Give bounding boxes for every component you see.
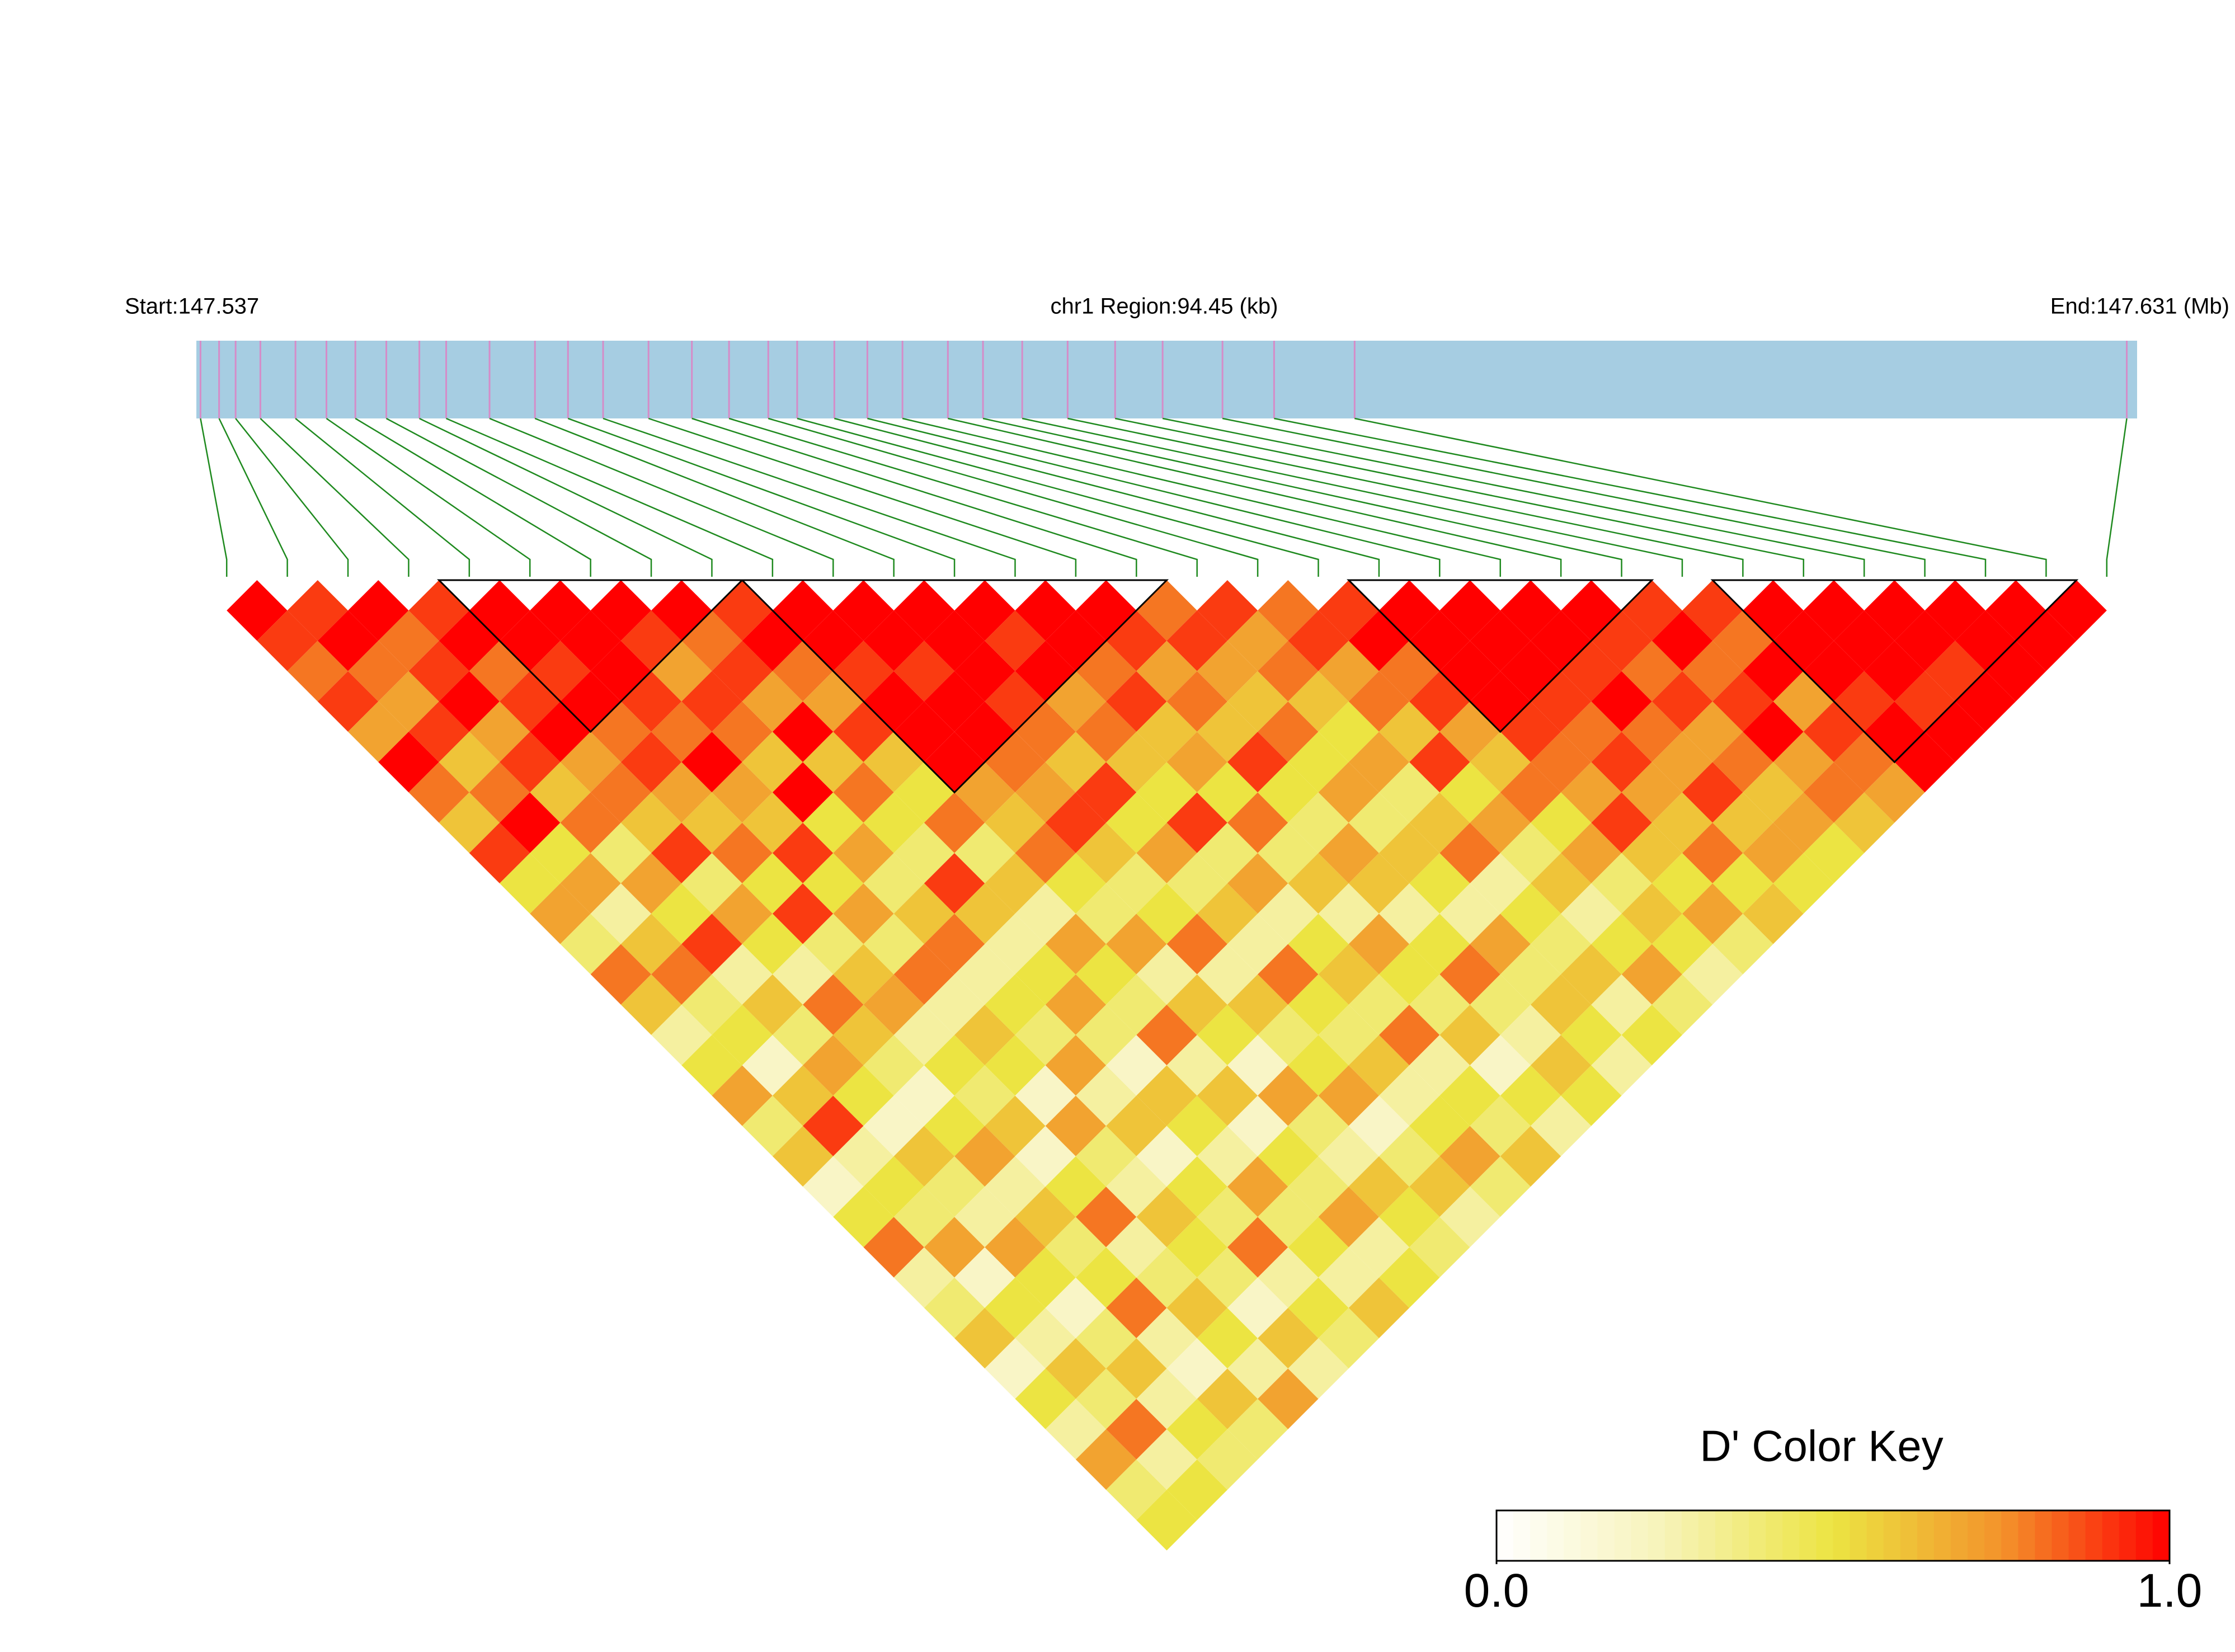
color-key-tick-label: 1.0 [2137,1564,2203,1617]
color-key-step [1698,1510,1716,1561]
color-key-step [1681,1510,1699,1561]
color-key-step [1497,1510,1514,1561]
color-key-step [1530,1510,1547,1561]
color-key-step [1951,1510,1968,1561]
snp-link [902,417,1501,577]
color-key-step [2085,1510,2103,1561]
color-key-title: D' Color Key [1700,1422,1943,1471]
color-key-step [1664,1510,1682,1561]
color-key-frame [1495,1509,2171,1562]
start-label: Start:147.537 [125,294,259,319]
color-key-step [1933,1510,1951,1561]
color-key-step [1917,1510,1935,1561]
snp-link [834,417,1380,577]
snp-link [648,417,1077,577]
color-key-tick-label: 0.0 [1464,1564,1530,1617]
snp-link [797,417,1319,577]
snp-link [260,418,410,577]
snp-link [200,418,228,577]
snp-link [1162,417,1865,577]
color-key-step [1833,1510,1851,1561]
color-key-step [1580,1510,1598,1561]
snp-link [326,417,531,577]
color-key-step [1715,1510,1733,1561]
snp-link [295,418,470,577]
end-label: End:147.631 (Mb) [2050,294,2229,319]
color-key-step [1799,1510,1817,1561]
color-key-step [1648,1510,1665,1561]
color-key-step [1866,1510,1884,1561]
ld-block [740,579,1169,794]
color-key-step [1732,1510,1749,1561]
snp-link [728,417,1198,577]
snp-link [948,417,1562,577]
snp-link [1114,417,1805,577]
snp-link [867,417,1441,577]
snp-link [385,417,652,577]
color-key-step [2035,1510,2053,1561]
chart-title: chr1 Region:94.45 (kb) [1051,294,1278,319]
snp-link [1022,417,1683,577]
snp-link [1274,417,1987,577]
snp-link [1354,417,2047,577]
color-key-step [2102,1510,2120,1561]
ld-block [1347,579,1654,733]
color-key-step [2152,1510,2170,1561]
snp-link [982,417,1622,577]
snp-link [355,417,591,577]
snp-link [489,417,834,577]
color-key-step [2135,1510,2153,1561]
snp-link [419,417,713,577]
snp-link [691,417,1137,577]
snp-link [1067,417,1744,577]
ld-block [1710,579,2079,764]
color-key-step [1547,1510,1564,1561]
color-key-step [2018,1510,2035,1561]
snp-link [235,418,349,577]
color-key-step [1900,1510,1918,1561]
color-key-step [1782,1510,1800,1561]
color-key-step [1513,1510,1531,1561]
position-bar [196,341,2137,418]
ld-block [437,579,745,733]
snp-link [1222,417,1926,577]
snp-link [603,417,1016,577]
color-key-step [1816,1510,1834,1561]
color-key-step [1850,1510,1867,1561]
color-key-step [1631,1510,1649,1561]
color-key-step [1984,1510,2002,1561]
color-key-step [2052,1510,2069,1561]
snp-link [567,417,956,577]
color-key-step [1597,1510,1615,1561]
snp-link [2106,418,2128,577]
color-key-step [1749,1510,1766,1561]
color-key-step [2119,1510,2137,1561]
color-key-step [1968,1510,1985,1561]
color-key-step [1614,1510,1632,1561]
snp-link [768,417,1259,577]
color-key-step [1883,1510,1901,1561]
snp-link [534,417,895,577]
color-key-step [1766,1510,1783,1561]
color-key-step [1564,1510,1581,1561]
snp-link [446,417,774,577]
color-key-step [2068,1510,2086,1561]
color-key-step [2001,1510,2018,1561]
snp-link [218,418,288,577]
